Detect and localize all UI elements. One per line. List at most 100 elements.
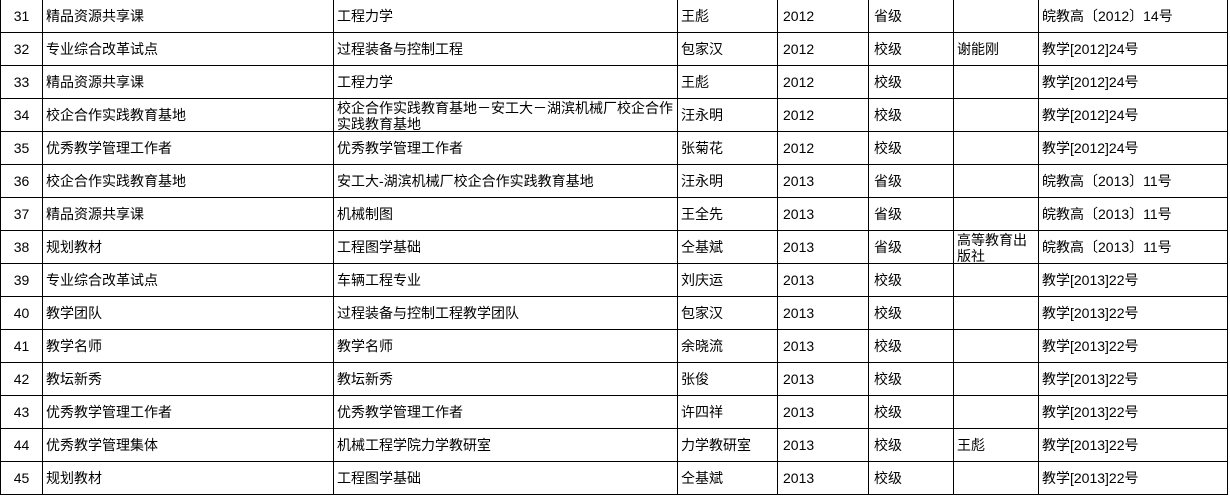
- cell-level[interactable]: 校级: [868, 296, 954, 330]
- cell-level[interactable]: 校级: [868, 428, 954, 462]
- cell-level[interactable]: 校级: [868, 329, 954, 363]
- cell-doc[interactable]: 皖教高〔2012〕14号: [1038, 0, 1228, 33]
- cell-name[interactable]: 工程图学基础: [333, 230, 678, 264]
- cell-person[interactable]: 仝基斌: [677, 461, 778, 495]
- cell-year[interactable]: 2013: [777, 428, 869, 462]
- cell-category[interactable]: 校企合作实践教育基地: [42, 164, 334, 198]
- cell-name[interactable]: 安工大-湖滨机械厂校企合作实践教育基地: [333, 164, 678, 198]
- cell-level[interactable]: 校级: [868, 461, 954, 495]
- cell-year[interactable]: 2012: [777, 0, 869, 33]
- cell-category[interactable]: 精品资源共享课: [42, 0, 334, 33]
- cell-no[interactable]: 35: [0, 131, 43, 165]
- cell-year[interactable]: 2013: [777, 296, 869, 330]
- cell-note[interactable]: [953, 263, 1039, 297]
- cell-person[interactable]: 刘庆运: [677, 263, 778, 297]
- cell-no[interactable]: 42: [0, 362, 43, 396]
- cell-category[interactable]: 优秀教学管理集体: [42, 428, 334, 462]
- cell-doc[interactable]: 皖教高〔2013〕11号: [1038, 230, 1228, 264]
- cell-no[interactable]: 33: [0, 65, 43, 99]
- cell-category[interactable]: 教学名师: [42, 329, 334, 363]
- cell-note[interactable]: [953, 362, 1039, 396]
- cell-person[interactable]: 许四祥: [677, 395, 778, 429]
- cell-person[interactable]: 仝基斌: [677, 230, 778, 264]
- cell-name[interactable]: 教学名师: [333, 329, 678, 363]
- cell-level[interactable]: 省级: [868, 230, 954, 264]
- cell-name[interactable]: 教坛新秀: [333, 362, 678, 396]
- cell-doc[interactable]: 教学[2013]22号: [1038, 362, 1228, 396]
- cell-no[interactable]: 36: [0, 164, 43, 198]
- cell-person[interactable]: 张俊: [677, 362, 778, 396]
- cell-level[interactable]: 校级: [868, 65, 954, 99]
- cell-doc[interactable]: 教学[2013]22号: [1038, 329, 1228, 363]
- cell-note[interactable]: 谢能刚: [953, 32, 1039, 66]
- cell-no[interactable]: 37: [0, 197, 43, 231]
- cell-no[interactable]: 38: [0, 230, 43, 264]
- cell-name[interactable]: 优秀教学管理工作者: [333, 395, 678, 429]
- cell-person[interactable]: 力学教研室: [677, 428, 778, 462]
- cell-no[interactable]: 34: [0, 98, 43, 132]
- cell-level[interactable]: 校级: [868, 362, 954, 396]
- cell-year[interactable]: 2013: [777, 329, 869, 363]
- cell-name[interactable]: 工程力学: [333, 65, 678, 99]
- cell-name[interactable]: 车辆工程专业: [333, 263, 678, 297]
- cell-year[interactable]: 2012: [777, 131, 869, 165]
- cell-person[interactable]: 王彪: [677, 65, 778, 99]
- cell-doc[interactable]: 教学[2012]24号: [1038, 131, 1228, 165]
- cell-level[interactable]: 校级: [868, 263, 954, 297]
- cell-person[interactable]: 包家汉: [677, 32, 778, 66]
- cell-name[interactable]: 工程力学: [333, 0, 678, 33]
- cell-year[interactable]: 2013: [777, 164, 869, 198]
- cell-no[interactable]: 40: [0, 296, 43, 330]
- cell-category[interactable]: 规划教材: [42, 230, 334, 264]
- cell-year[interactable]: 2012: [777, 32, 869, 66]
- cell-person[interactable]: 王彪: [677, 0, 778, 33]
- cell-year[interactable]: 2012: [777, 65, 869, 99]
- cell-category[interactable]: 精品资源共享课: [42, 197, 334, 231]
- cell-name[interactable]: 过程装备与控制工程: [333, 32, 678, 66]
- cell-level[interactable]: 省级: [868, 164, 954, 198]
- cell-year[interactable]: 2012: [777, 98, 869, 132]
- cell-level[interactable]: 校级: [868, 395, 954, 429]
- cell-year[interactable]: 2013: [777, 461, 869, 495]
- cell-no[interactable]: 44: [0, 428, 43, 462]
- cell-doc[interactable]: 教学[2013]22号: [1038, 263, 1228, 297]
- cell-doc[interactable]: 教学[2012]24号: [1038, 98, 1228, 132]
- cell-person[interactable]: 汪永明: [677, 164, 778, 198]
- cell-name[interactable]: 过程装备与控制工程教学团队: [333, 296, 678, 330]
- cell-name[interactable]: 机械制图: [333, 197, 678, 231]
- cell-person[interactable]: 余晓流: [677, 329, 778, 363]
- cell-note[interactable]: [953, 98, 1039, 132]
- cell-note[interactable]: [953, 0, 1039, 33]
- cell-no[interactable]: 41: [0, 329, 43, 363]
- cell-no[interactable]: 32: [0, 32, 43, 66]
- cell-level[interactable]: 省级: [868, 0, 954, 33]
- cell-person[interactable]: 王全先: [677, 197, 778, 231]
- cell-note[interactable]: [953, 197, 1039, 231]
- cell-year[interactable]: 2013: [777, 263, 869, 297]
- cell-year[interactable]: 2013: [777, 362, 869, 396]
- cell-category[interactable]: 精品资源共享课: [42, 65, 334, 99]
- cell-doc[interactable]: 教学[2012]24号: [1038, 32, 1228, 66]
- cell-note[interactable]: [953, 164, 1039, 198]
- cell-name[interactable]: 校企合作实践教育基地－安工大－湖滨机械厂校企合作实践教育基地: [333, 98, 678, 132]
- cell-level[interactable]: 校级: [868, 131, 954, 165]
- cell-name[interactable]: 工程图学基础: [333, 461, 678, 495]
- cell-note[interactable]: 王彪: [953, 428, 1039, 462]
- cell-note[interactable]: 高等教育出版社: [953, 230, 1039, 264]
- cell-doc[interactable]: 教学[2013]22号: [1038, 461, 1228, 495]
- cell-name[interactable]: 优秀教学管理工作者: [333, 131, 678, 165]
- cell-note[interactable]: [953, 395, 1039, 429]
- cell-category[interactable]: 教坛新秀: [42, 362, 334, 396]
- cell-doc[interactable]: 教学[2013]22号: [1038, 428, 1228, 462]
- cell-category[interactable]: 规划教材: [42, 461, 334, 495]
- cell-doc[interactable]: 皖教高〔2013〕11号: [1038, 164, 1228, 198]
- cell-no[interactable]: 43: [0, 395, 43, 429]
- cell-category[interactable]: 专业综合改革试点: [42, 32, 334, 66]
- cell-person[interactable]: 张菊花: [677, 131, 778, 165]
- cell-category[interactable]: 优秀教学管理工作者: [42, 395, 334, 429]
- cell-no[interactable]: 45: [0, 461, 43, 495]
- cell-level[interactable]: 省级: [868, 197, 954, 231]
- cell-note[interactable]: [953, 131, 1039, 165]
- cell-category[interactable]: 教学团队: [42, 296, 334, 330]
- cell-no[interactable]: 39: [0, 263, 43, 297]
